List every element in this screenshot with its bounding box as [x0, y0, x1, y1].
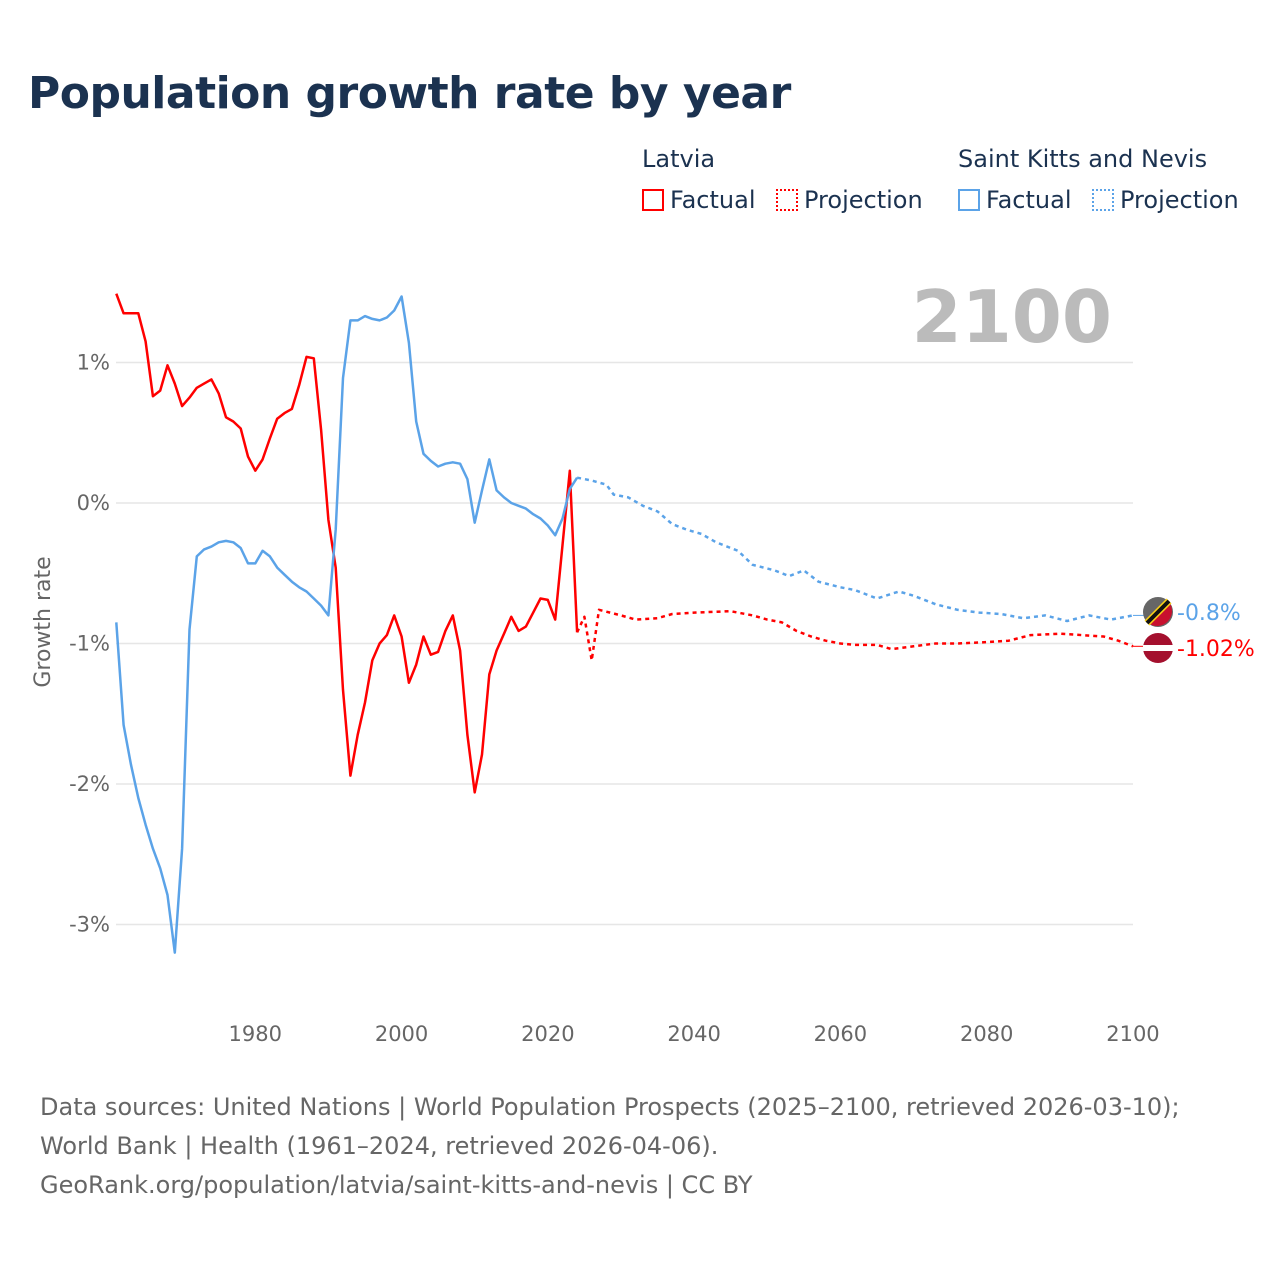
chart-title: Population growth rate by year: [28, 68, 791, 119]
data-sources: Data sources: United Nations | World Pop…: [40, 1093, 1180, 1160]
legend-skn-factual[interactable]: Factual: [958, 186, 1072, 214]
y-axis-label: Growth rate: [31, 556, 56, 687]
legend-swatch-dotted: [1092, 189, 1114, 211]
legend-label: Projection: [804, 186, 923, 214]
y-tick-label: -3%: [69, 913, 110, 937]
x-tick-label: 2020: [521, 1022, 574, 1046]
source-link[interactable]: GeoRank.org/population/latvia/saint-kitt…: [40, 1171, 753, 1199]
end-value-label: -0.8%: [1177, 601, 1241, 626]
legend-swatch-dotted: [776, 189, 798, 211]
year-indicator: 2100: [912, 275, 1112, 359]
series-line-3: [576, 476, 1134, 623]
legend-swatch-solid: [642, 189, 664, 211]
legend-label: Factual: [986, 186, 1072, 214]
footer: Data sources: United Nations | World Pop…: [40, 1088, 1240, 1205]
x-tick-label: 2040: [667, 1022, 720, 1046]
legend-skn-projection[interactable]: Projection: [1092, 186, 1239, 214]
end-value-label: -1.02%: [1177, 637, 1255, 662]
x-tick-label: 1980: [229, 1022, 282, 1046]
x-tick-label: 2100: [1106, 1022, 1159, 1046]
series-line-2: [115, 295, 579, 954]
y-tick-label: -2%: [69, 772, 110, 796]
legend-skn-title: Saint Kitts and Nevis: [958, 145, 1208, 173]
legend-label: Projection: [1120, 186, 1239, 214]
x-tick-label: 2080: [960, 1022, 1013, 1046]
y-tick-label: 0%: [77, 491, 110, 515]
saint-kitts-flag-icon: [1143, 597, 1173, 627]
latvia-flag-icon: [1143, 633, 1173, 663]
legend-swatch-solid: [958, 189, 980, 211]
legend-latvia-projection[interactable]: Projection: [776, 186, 923, 214]
y-tick-label: 1%: [77, 351, 110, 375]
x-tick-label: 2000: [375, 1022, 428, 1046]
legend-latvia-title: Latvia: [642, 145, 716, 173]
legend-latvia-factual[interactable]: Factual: [642, 186, 756, 214]
legend-label: Factual: [670, 186, 756, 214]
series-line-0: [115, 293, 579, 794]
series-line-1: [575, 608, 1134, 662]
y-tick-label: -1%: [69, 632, 110, 656]
x-tick-label: 2060: [814, 1022, 867, 1046]
